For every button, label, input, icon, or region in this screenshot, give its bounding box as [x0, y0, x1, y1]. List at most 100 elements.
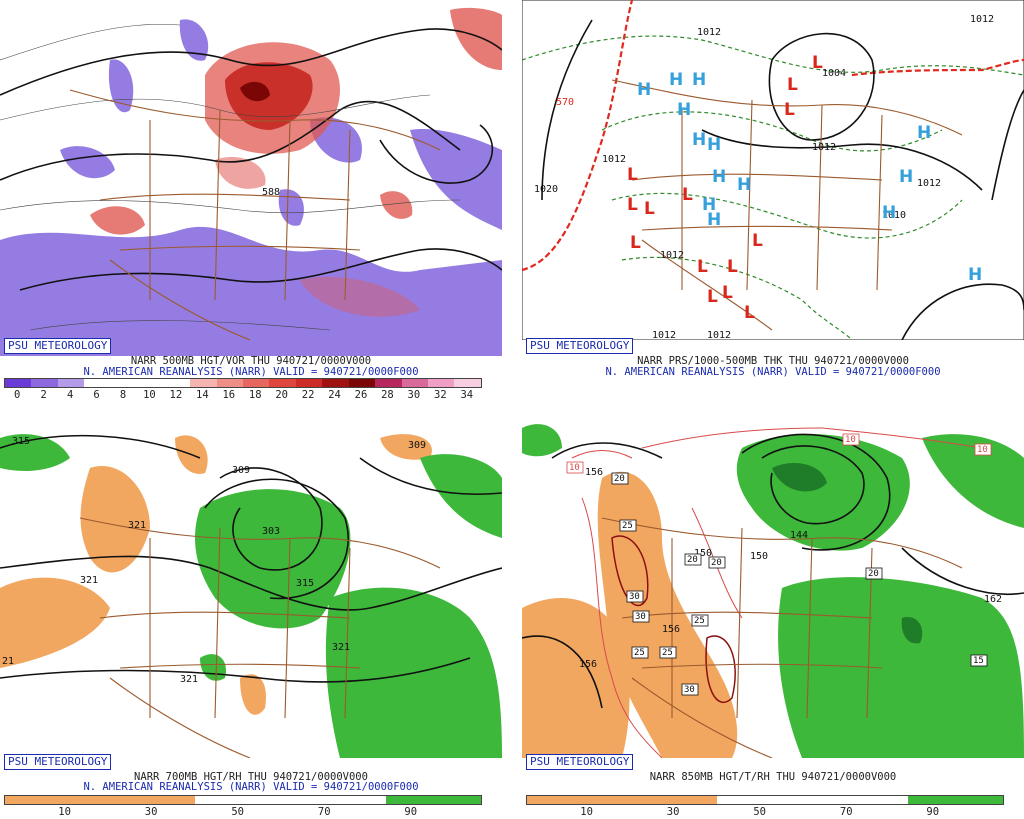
colorbar-tick-label: 50: [753, 806, 766, 818]
colorbar-tick-label: 24: [328, 389, 341, 401]
temperature-box: 25: [631, 646, 649, 659]
colorbar-swatch: [163, 379, 191, 387]
temperature-map: 156 150 144 156 162 156 150 10 10 10 20 25 20…: [522, 418, 1024, 758]
colorbar-swatch: [269, 379, 296, 387]
colorbar-tick-label: 70: [839, 806, 853, 818]
panel-title: NARR 700MB HGT/RH THU 940721/0000V000: [134, 771, 368, 783]
high-pressure-marker: H: [737, 175, 751, 195]
svg-text:10: 10: [977, 445, 988, 455]
isobar-label: 1012: [812, 142, 836, 153]
temperature-box: 10: [566, 461, 584, 474]
colorbar-swatch: [242, 379, 270, 387]
colorbar-swatch: [401, 379, 428, 387]
high-pressure-marker: H: [899, 167, 913, 187]
high-pressure-marker: H: [692, 70, 706, 90]
brand-label: PSU METEOROLOGY: [4, 338, 112, 354]
colorbar-tick-label: 20: [275, 389, 288, 401]
colorbar-tick-label: 2: [40, 389, 47, 401]
temperature-box: 10: [974, 443, 992, 456]
colorbar-swatch: [348, 379, 376, 387]
low-pressure-marker: L: [744, 303, 755, 323]
colorbar-swatch: [57, 379, 85, 387]
panel-valid-line: N. AMERICAN REANALYSIS (NARR) VALID = 94…: [83, 781, 419, 793]
svg-text:30: 30: [635, 612, 646, 622]
colorbar-swatch: [190, 379, 217, 387]
colorbar-tick-label: 30: [144, 806, 158, 818]
high-pressure-marker: H: [637, 80, 651, 100]
contour-label: 156: [579, 659, 597, 670]
vorticity-map: 588: [0, 0, 502, 356]
brand-label: PSU METEOROLOGY: [526, 338, 634, 354]
panel-title: NARR 500MB HGT/VOR THU 940721/0000V000: [130, 355, 372, 367]
brand-label: PSU METEOROLOGY: [526, 754, 634, 770]
colorbar-swatch: [31, 379, 58, 387]
svg-text:25: 25: [634, 648, 645, 658]
colorbar-tick-label: 12: [169, 389, 183, 401]
colorbar-tick-label: 90: [404, 806, 418, 818]
panel-valid-line: N. AMERICAN REANALYSIS (NARR) VALID = 94…: [83, 366, 419, 378]
colorbar: [4, 378, 482, 388]
panel-valid-line: N. AMERICAN REANALYSIS (NARR) VALID = 94…: [605, 366, 941, 378]
contour-label: 150: [694, 548, 712, 559]
temperature-box: 25: [691, 614, 709, 627]
colorbar-tick-label: 30: [407, 389, 421, 401]
temperature-box: 20: [684, 553, 702, 566]
svg-text:30: 30: [684, 685, 695, 695]
colorbar-swatch: [216, 379, 243, 387]
isobar-label: 1012: [697, 27, 721, 38]
panel-500mb-vorticity: 588 PSU METEOROLOGY NARR 500MB HGT/VOR T…: [0, 0, 502, 401]
isobar-label: 1010: [882, 210, 906, 221]
panel-title: NARR 850MB HGT/T/RH THU 940721/0000V000: [649, 771, 897, 783]
svg-text:15: 15: [973, 656, 984, 666]
colorbar-tick-label: 16: [222, 389, 236, 401]
colorbar-swatch: [428, 379, 455, 387]
colorbar-tick-label: 32: [434, 389, 447, 401]
isobar-label: 1012: [652, 330, 676, 340]
svg-text:25: 25: [662, 648, 673, 658]
svg-text:25: 25: [622, 521, 633, 531]
low-pressure-marker: L: [812, 53, 823, 73]
contour-label: 156: [585, 467, 603, 478]
low-pressure-marker: L: [707, 287, 718, 307]
low-pressure-marker: L: [784, 100, 795, 120]
colorbar-tick-label: 34: [460, 389, 474, 401]
contour-label: 309: [232, 465, 250, 476]
colorbar-tick-label: 10: [580, 806, 593, 818]
colorbar-tick-label: 18: [248, 389, 262, 401]
isobar-label: 1012: [917, 178, 941, 189]
colorbar-tick-label: 6: [93, 389, 100, 401]
svg-text:10: 10: [569, 463, 580, 473]
colorbar-swatch: [137, 379, 164, 387]
colorbar: [526, 795, 1004, 805]
svg-text:20: 20: [868, 569, 879, 579]
colorbar-tick-label: 90: [926, 806, 940, 818]
low-pressure-marker: L: [787, 75, 798, 95]
low-pressure-marker: L: [627, 165, 638, 185]
colorbar-swatch: [110, 379, 138, 387]
temperature-box: 20: [865, 567, 883, 580]
temperature-box: 30: [632, 610, 650, 623]
colorbar-tick-label: 28: [381, 389, 394, 401]
contour-label: 321: [332, 642, 350, 653]
contour-label: 303: [262, 526, 280, 537]
temperature-box: 25: [659, 646, 677, 659]
colorbar-swatch: [322, 379, 349, 387]
low-pressure-marker: L: [752, 231, 763, 251]
low-pressure-marker: L: [697, 257, 708, 277]
contour-label: 315: [296, 578, 314, 589]
high-pressure-marker: H: [692, 130, 706, 150]
contour-label: 144: [790, 530, 808, 541]
colorbar-swatch: [5, 379, 32, 387]
isobar-label: 1012: [970, 14, 994, 25]
svg-text:20: 20: [687, 555, 698, 565]
high-pressure-marker: H: [712, 167, 726, 187]
contour-label: 315: [12, 436, 30, 447]
temperature-box: 30: [681, 683, 699, 696]
high-pressure-marker: H: [707, 210, 721, 230]
temperature-box: 20: [611, 472, 629, 485]
temperature-box: 10: [842, 433, 860, 446]
low-pressure-marker: L: [630, 233, 641, 253]
colorbar-swatch: [454, 379, 481, 387]
isobar-label: 1020: [534, 184, 558, 195]
low-pressure-marker: L: [682, 185, 693, 205]
